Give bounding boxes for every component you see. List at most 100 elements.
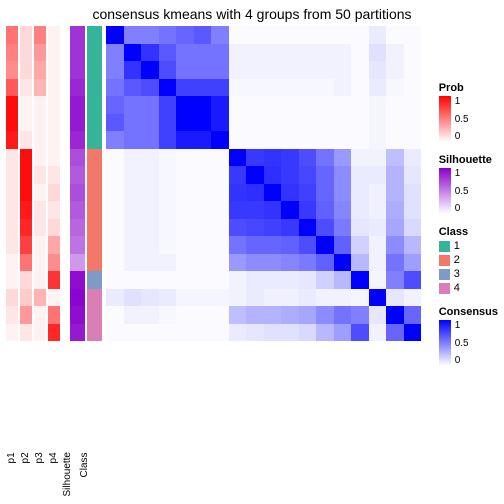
- annot-cell: [34, 219, 46, 237]
- heatmap-cell: [229, 201, 247, 219]
- heatmap-cell: [159, 236, 177, 254]
- heatmap-cell: [246, 96, 264, 114]
- heatmap-cell: [334, 131, 352, 149]
- heatmap-cell: [404, 114, 422, 132]
- heatmap-cell: [211, 44, 229, 62]
- annot-cell: [20, 166, 32, 184]
- plot-area: [6, 26, 421, 341]
- heatmap-cell: [194, 306, 212, 324]
- heatmap-cell: [141, 149, 159, 167]
- annot-cell: [34, 114, 46, 132]
- legend-swatch: [439, 269, 450, 280]
- heatmap-cell: [386, 254, 404, 272]
- heatmap-cell: [334, 44, 352, 62]
- heatmap-cell: [106, 271, 124, 289]
- annot-cell: [70, 254, 85, 272]
- heatmap-cell: [124, 26, 142, 44]
- heatmap-cell: [106, 44, 124, 62]
- annot-cell: [20, 324, 32, 342]
- heatmap-cell: [246, 236, 264, 254]
- heatmap-cell: [229, 96, 247, 114]
- heatmap-cell: [211, 201, 229, 219]
- heatmap-cell: [281, 254, 299, 272]
- heatmap-cell: [246, 61, 264, 79]
- legend-tick: 0: [455, 131, 469, 142]
- heatmap-cell: [229, 254, 247, 272]
- heatmap-cell: [211, 289, 229, 307]
- annot-cell: [87, 306, 102, 324]
- heatmap-cell: [404, 201, 422, 219]
- heatmap-cell: [316, 131, 334, 149]
- heatmap-cell: [141, 44, 159, 62]
- annot-cell: [48, 131, 60, 149]
- heatmap-cell: [124, 184, 142, 202]
- heatmap-cell: [229, 114, 247, 132]
- annot-cell: [87, 324, 102, 342]
- annot-cell: [6, 271, 18, 289]
- heatmap-cell: [281, 96, 299, 114]
- annot-cell: [87, 61, 102, 79]
- annot-cell: [20, 96, 32, 114]
- annot-cell: [48, 44, 60, 62]
- annot-cell: [87, 131, 102, 149]
- heatmap-cell: [176, 26, 194, 44]
- heatmap-cell: [211, 96, 229, 114]
- heatmap-cell: [316, 26, 334, 44]
- annot-cell: [34, 254, 46, 272]
- heatmap-cell: [404, 289, 422, 307]
- heatmap-cell: [229, 306, 247, 324]
- annot-cell: [70, 236, 85, 254]
- heatmap-cell: [229, 184, 247, 202]
- consensus-heatmap: [106, 26, 421, 341]
- annot-cell: [48, 289, 60, 307]
- heatmap-cell: [106, 96, 124, 114]
- heatmap-cell: [141, 184, 159, 202]
- heatmap-cell: [281, 324, 299, 342]
- legend-consensus-title: Consensus: [439, 306, 498, 318]
- heatmap-cell: [264, 271, 282, 289]
- heatmap-cell: [316, 236, 334, 254]
- heatmap-cell: [316, 271, 334, 289]
- heatmap-cell: [299, 131, 317, 149]
- annot-cell: [20, 271, 32, 289]
- annot-cell: [34, 324, 46, 342]
- annot-cell: [34, 184, 46, 202]
- heatmap-cell: [281, 236, 299, 254]
- legend-class-item: 2: [439, 254, 498, 266]
- heatmap-cell: [124, 131, 142, 149]
- heatmap-cell: [299, 254, 317, 272]
- annot-cell: [34, 131, 46, 149]
- heatmap-cell: [211, 61, 229, 79]
- heatmap-cell: [386, 201, 404, 219]
- x-axis-labels: p1p2p3p4SilhouetteClass: [6, 452, 94, 496]
- heatmap-cell: [351, 254, 369, 272]
- heatmap-cell: [246, 114, 264, 132]
- heatmap-cell: [386, 289, 404, 307]
- heatmap-cell: [194, 201, 212, 219]
- heatmap-cell: [211, 324, 229, 342]
- annot-cell: [34, 44, 46, 62]
- heatmap-cell: [369, 271, 387, 289]
- heatmap-cell: [246, 149, 264, 167]
- legend-swatch: [439, 255, 450, 266]
- annot-cell: [70, 149, 85, 167]
- annot-cell: [48, 79, 60, 97]
- heatmap-cell: [159, 324, 177, 342]
- heatmap-cell: [404, 149, 422, 167]
- heatmap-cell: [369, 306, 387, 324]
- legend-tick: 1: [455, 96, 469, 107]
- heatmap-cell: [404, 219, 422, 237]
- annot-cell: [70, 131, 85, 149]
- heatmap-cell: [141, 166, 159, 184]
- heatmap-cell: [264, 219, 282, 237]
- heatmap-cell: [281, 184, 299, 202]
- heatmap-cell: [194, 271, 212, 289]
- heatmap-cell: [141, 289, 159, 307]
- heatmap-cell: [211, 236, 229, 254]
- heatmap-cell: [281, 131, 299, 149]
- annot-cell: [48, 61, 60, 79]
- annot-cell: [70, 44, 85, 62]
- annot-cell: [87, 149, 102, 167]
- legend-class-label: 1: [454, 240, 460, 252]
- annot-cell: [48, 324, 60, 342]
